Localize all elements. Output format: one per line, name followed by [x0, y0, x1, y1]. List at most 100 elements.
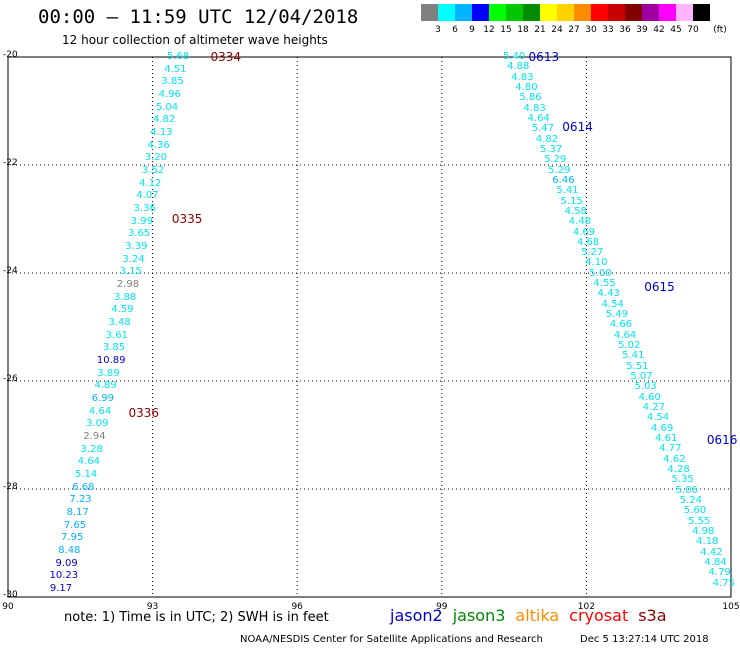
- pass-time-label: 0334: [210, 50, 241, 64]
- wave-height-value: 5.60: [683, 505, 707, 517]
- wave-height-value: 3.15: [119, 266, 142, 278]
- wave-height-value: 3.09: [86, 418, 109, 430]
- wave-height-value: 5.29: [548, 164, 571, 176]
- wave-height-value: 9.17: [49, 582, 73, 594]
- satellite-name: altika: [515, 606, 560, 625]
- wave-height-value: 5.02: [618, 340, 641, 352]
- legend-swatch: [489, 4, 506, 21]
- wave-height-value: 7.95: [61, 532, 84, 544]
- wave-height-value: 7.23: [69, 494, 92, 506]
- legend-swatch: [472, 4, 489, 21]
- wave-height-value: 4.64: [613, 329, 637, 341]
- wave-height-value: 4.68: [576, 236, 600, 248]
- wave-height-value: 5.55: [687, 515, 711, 527]
- satellite-name: jason2: [390, 606, 443, 625]
- legend-label: 70: [687, 25, 699, 35]
- wave-height-value: 4.59: [111, 304, 134, 316]
- lat-tick-label: -28: [3, 482, 18, 492]
- legend-swatch: [642, 4, 659, 21]
- lon-tick-label: 90: [2, 602, 14, 612]
- map-frame: [7, 56, 732, 598]
- wave-height-value: 4.62: [663, 453, 686, 465]
- wave-height-value: 3.61: [105, 329, 128, 341]
- wave-height-value: 4.82: [153, 114, 176, 126]
- pass-time-label: 0613: [528, 50, 560, 64]
- wave-height-value: 9.09: [55, 557, 78, 569]
- legend-label: 18: [517, 25, 529, 35]
- lat-tick-label: -20: [3, 50, 18, 60]
- wave-height-value: 2.94: [83, 430, 106, 442]
- wave-height-value: 4.79: [708, 567, 731, 579]
- wave-height-value: 4.61: [655, 432, 678, 444]
- legend-label: 33: [602, 25, 614, 35]
- legend-label: 39: [636, 25, 648, 35]
- wave-height-value: 4.84: [704, 556, 727, 568]
- pass-time-label: 0335: [171, 212, 203, 226]
- wave-height-value: 2.98: [116, 278, 140, 290]
- wave-height-value: 10.89: [96, 354, 126, 366]
- wave-height-value: 5.49: [605, 309, 629, 321]
- satellite-legend: jason2 jason3 altika cryosat s3a: [390, 606, 677, 625]
- legend-swatch: [625, 4, 642, 21]
- wave-height-value: 5.40: [502, 51, 526, 62]
- wave-height-value: 3.85: [102, 342, 126, 354]
- pass-time-label: 0615: [644, 279, 675, 294]
- wave-height-value: 4.54: [646, 412, 670, 424]
- wave-height-value: 5.14: [74, 468, 98, 480]
- pass-time-label: 0616: [706, 433, 738, 448]
- wave-height-value: 4.13: [150, 126, 173, 138]
- wave-height-value: 5.00: [589, 267, 612, 279]
- wave-height-value: 3.52: [141, 164, 165, 176]
- wave-height-value: 4.82: [535, 133, 559, 145]
- wave-height-value: 4.77: [659, 443, 682, 455]
- wave-height-value: 3.48: [108, 316, 131, 328]
- wave-height-value: 5.15: [560, 195, 583, 207]
- legend-swatch: [455, 4, 472, 21]
- wave-height-value: 4.98: [692, 525, 715, 537]
- wave-height-value: 3.85: [161, 76, 184, 88]
- lon-tick-label: 105: [722, 602, 740, 612]
- wave-height-value: 8.17: [66, 506, 89, 518]
- wave-height-value: 4.07: [136, 190, 159, 202]
- lon-tick-label: 99: [436, 602, 448, 612]
- lat-tick-label: -22: [3, 158, 18, 168]
- wave-height-value: 5.27: [581, 247, 604, 259]
- wave-height-value: 4.64: [77, 456, 101, 468]
- lat-tick-label: -26: [3, 374, 18, 384]
- legend-label: 6: [452, 25, 458, 35]
- wave-height-value: 5.68: [167, 51, 190, 62]
- wave-height-value: 4.55: [593, 278, 616, 290]
- legend-unit: (ft): [713, 25, 727, 35]
- legend-label: 3: [435, 25, 441, 35]
- generated-timestamp: Dec 5 13:27:14 UTC 2018: [580, 634, 709, 645]
- satellite-name: cryosat: [569, 606, 629, 625]
- pass-time-label: 0614: [562, 120, 593, 135]
- legend-swatch: [693, 4, 710, 21]
- wave-height-value: 4.54: [601, 298, 624, 310]
- wave-height-value: 5.24: [679, 494, 703, 506]
- satellite-name: jason3: [452, 606, 506, 625]
- wave-height-value: 3.36: [133, 202, 156, 214]
- wave-height-value: 4.69: [650, 422, 674, 434]
- footer-note: note: 1) Time is in UTC; 2) SWH is in fe…: [64, 610, 329, 625]
- lat-tick-label: -24: [3, 266, 18, 276]
- wave-height-value: 7.65: [63, 519, 87, 531]
- wave-height-value: 4.60: [638, 391, 661, 403]
- pass-time-label: 0336: [128, 406, 160, 421]
- wave-height-value: 3.88: [114, 291, 137, 303]
- wave-height-value: 4.48: [568, 216, 592, 228]
- legend-label: 36: [619, 25, 631, 35]
- legend-label: 45: [670, 25, 682, 35]
- legend-swatch: [574, 4, 591, 21]
- wave-height-value: 10.23: [49, 570, 79, 582]
- wave-height-value: 4.42: [700, 546, 723, 558]
- wave-height-value: 4.80: [515, 81, 538, 93]
- legend-swatch: [540, 4, 557, 21]
- wave-height-value: 5.51: [626, 360, 649, 372]
- wave-height-value: 4.96: [158, 88, 181, 100]
- legend-swatch: [523, 4, 540, 21]
- wave-height-value: 5.07: [630, 371, 653, 383]
- legend-label: 27: [568, 25, 580, 35]
- wave-height-value: 3.39: [125, 240, 148, 252]
